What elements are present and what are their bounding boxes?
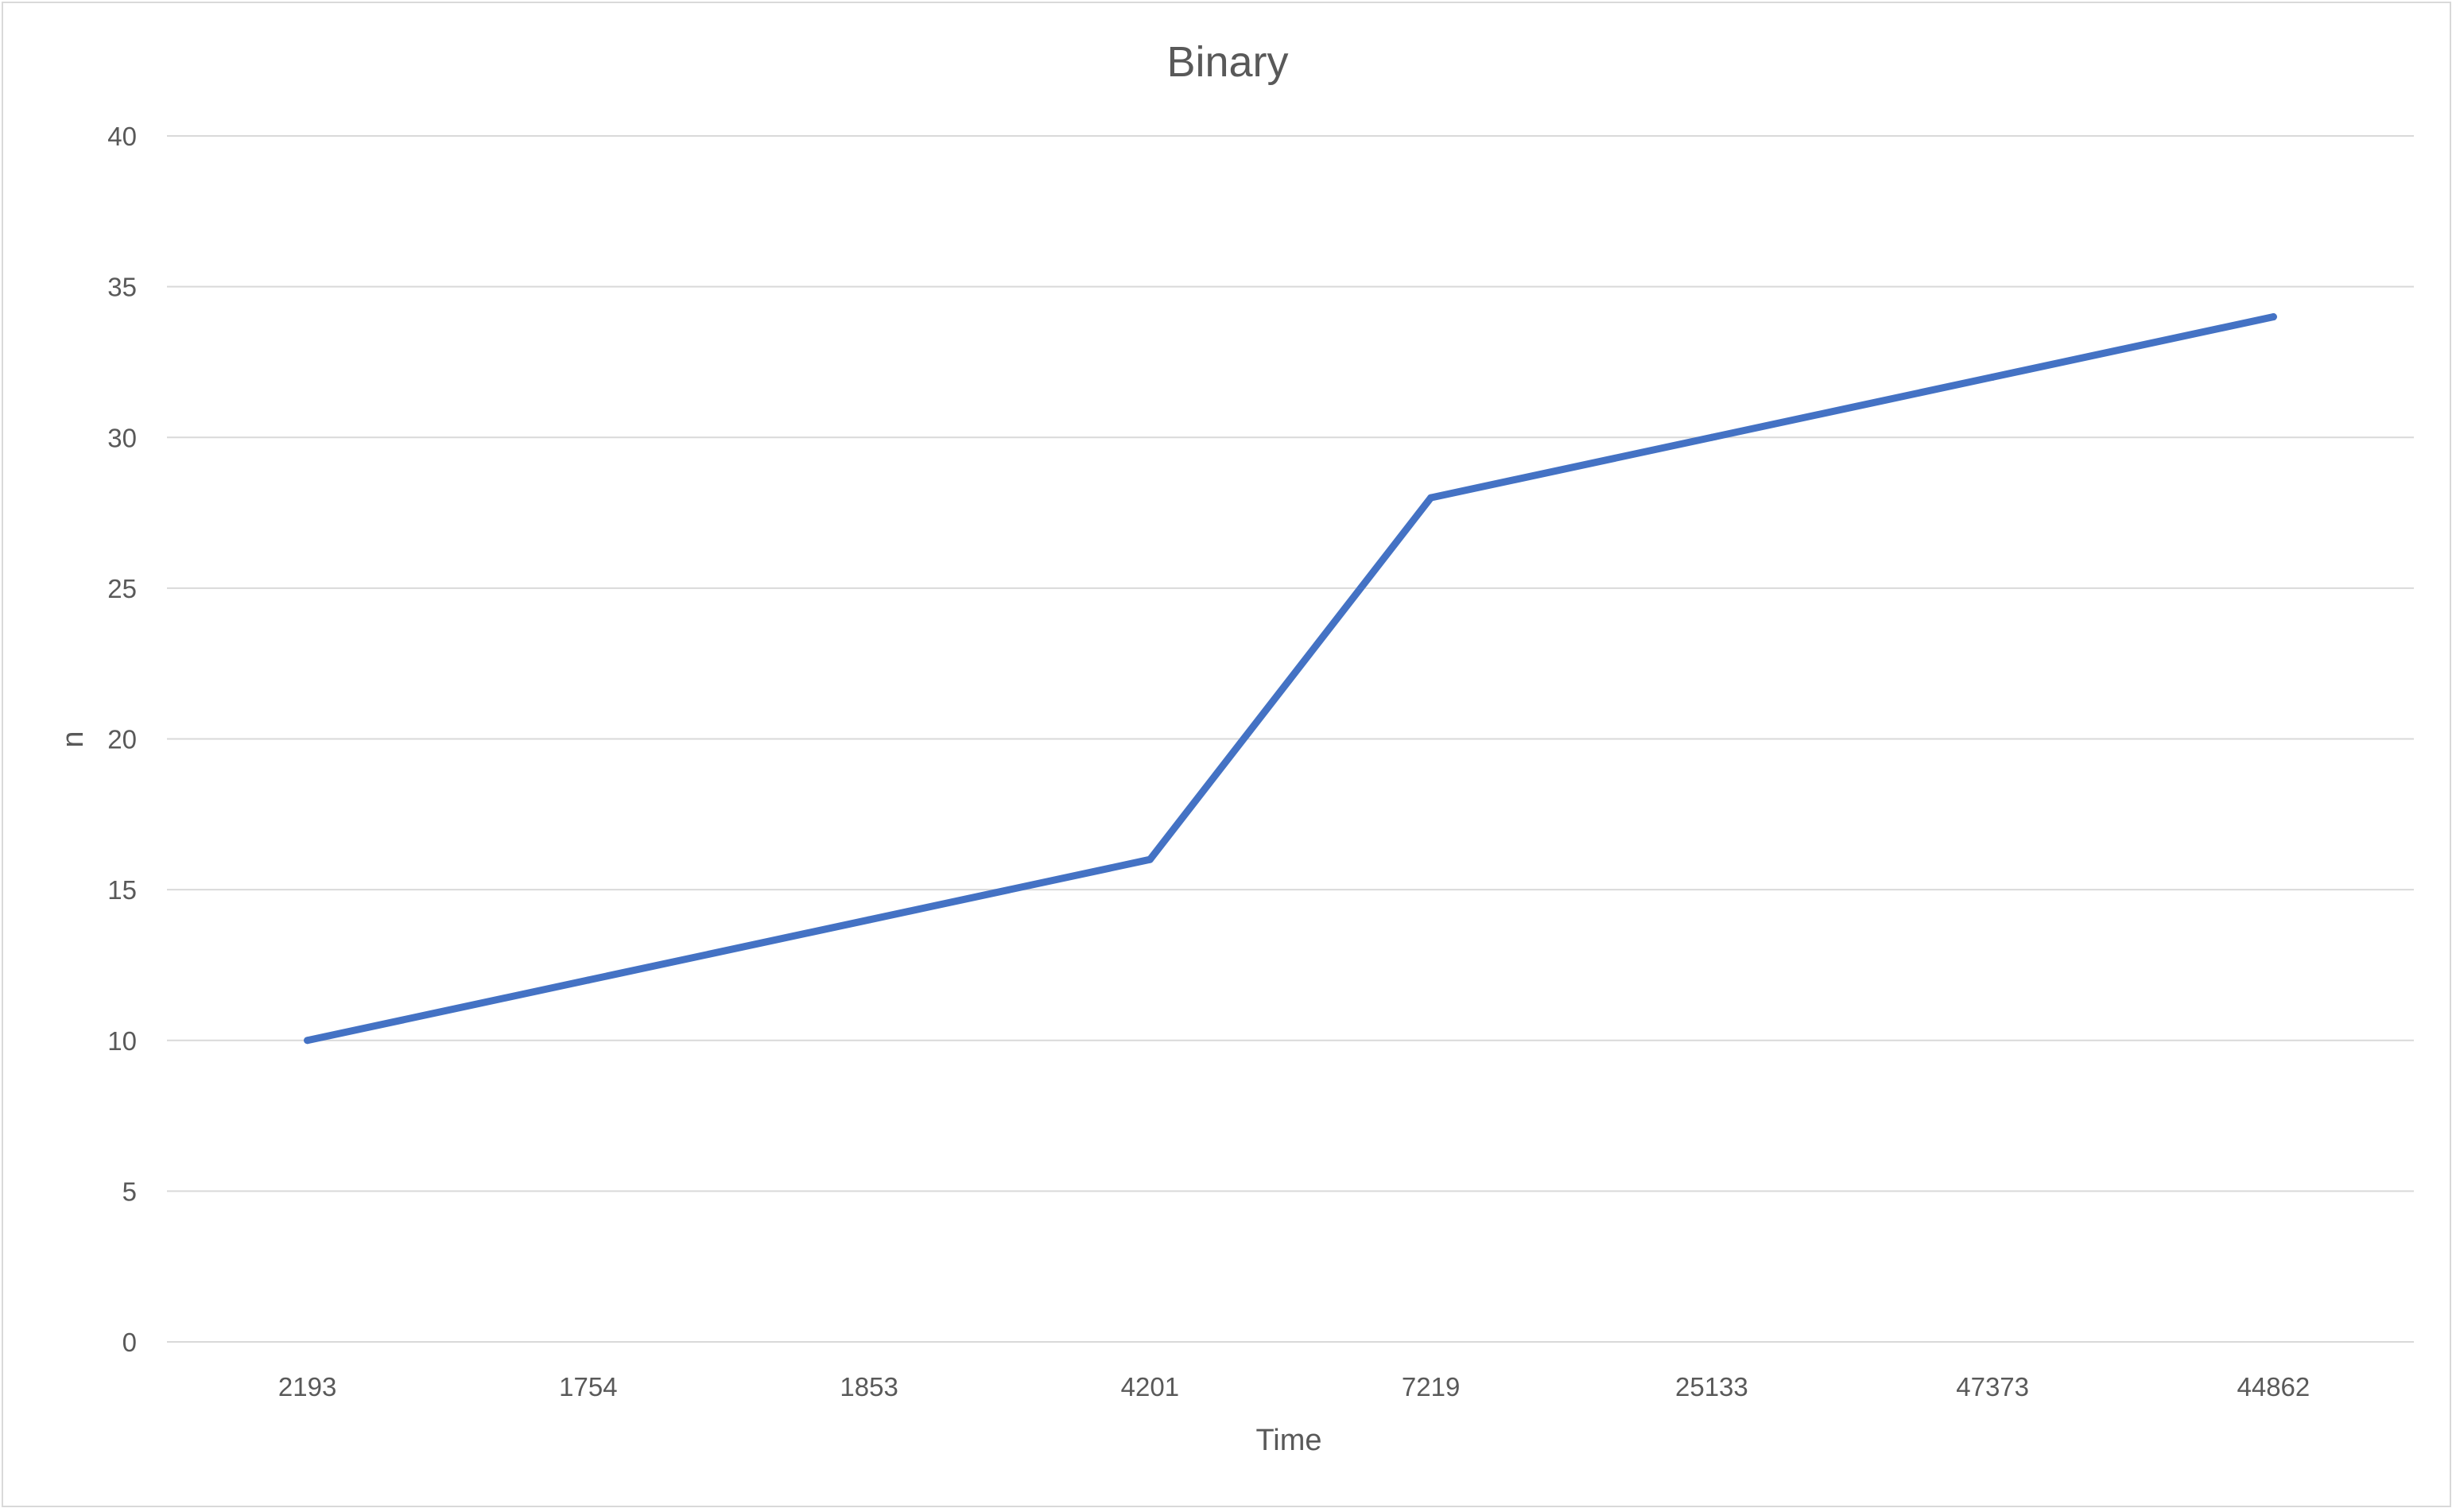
y-tick-label-15: 15: [107, 875, 137, 905]
series-line-0: [304, 313, 2277, 1045]
y-tick-label-25: 25: [107, 574, 137, 603]
gridlines: [167, 135, 2414, 1343]
data-point-44862: [2269, 313, 2277, 321]
y-axis-title: n: [56, 731, 90, 747]
y-tick-label-10: 10: [107, 1026, 137, 1056]
y-tick-label-40: 40: [107, 122, 137, 151]
data-point-4201: [1146, 855, 1154, 863]
x-tick-label-4201: 4201: [1121, 1372, 1179, 1402]
data-point-25133: [1708, 433, 1716, 441]
x-tick-label-1853: 1853: [840, 1372, 898, 1402]
x-tick-label-44862: 44862: [2237, 1372, 2310, 1402]
y-tick-label-30: 30: [107, 423, 137, 452]
chart-title: Binary: [1166, 38, 1288, 86]
x-tick-label-2193: 2193: [278, 1372, 336, 1402]
x-tick-label-1754: 1754: [559, 1372, 617, 1402]
x-axis-ticks: 2193 1754 1853 4201 7219 25133 47373 44862: [278, 1372, 2310, 1402]
x-tick-label-47373: 47373: [1956, 1372, 2029, 1402]
series-layer: [304, 313, 2277, 1045]
y-tick-label-5: 5: [122, 1177, 137, 1206]
y-tick-label-20: 20: [107, 725, 137, 754]
data-point-7219: [1427, 494, 1435, 502]
data-point-2193: [304, 1037, 312, 1045]
x-tick-label-7219: 7219: [1402, 1372, 1460, 1402]
data-point-1754: [584, 976, 592, 984]
x-tick-label-25133: 25133: [1675, 1372, 1748, 1402]
x-axis-title: Time: [1255, 1424, 1321, 1457]
y-axis-ticks: 0 5 10 15 20 25 30 35 40: [107, 122, 137, 1357]
y-tick-label-35: 35: [107, 273, 137, 302]
data-point-1853: [865, 916, 873, 924]
data-point-47373: [1988, 373, 1996, 381]
y-tick-label-0: 0: [122, 1328, 137, 1357]
